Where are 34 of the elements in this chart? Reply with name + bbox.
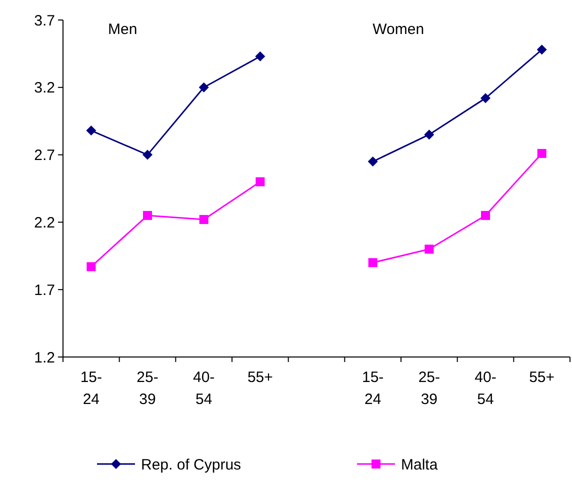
point — [368, 156, 378, 167]
point — [537, 148, 546, 158]
point — [481, 210, 490, 220]
point — [255, 51, 266, 62]
point — [86, 126, 96, 136]
annotation: Women — [372, 21, 424, 38]
point — [143, 210, 152, 220]
point — [198, 82, 209, 92]
point — [536, 44, 547, 55]
y-tick-label: 1.2 — [34, 349, 55, 366]
legend-label: Malta — [401, 456, 438, 474]
x-tick-label: 25-39 — [136, 369, 158, 408]
point — [368, 258, 378, 268]
x-tick-label: 40-54 — [474, 369, 496, 408]
point — [86, 262, 96, 272]
y-tick-label: 1.7 — [34, 282, 55, 299]
x-tick-label: 25-39 — [418, 369, 440, 408]
point — [480, 93, 490, 104]
point — [256, 177, 265, 186]
point — [424, 130, 434, 140]
point — [424, 244, 434, 254]
x-tick-label: 15-24 — [362, 369, 384, 408]
annotation: Men — [108, 21, 138, 38]
x-tick-label: 55+ — [247, 369, 274, 386]
y-tick-label: 2.7 — [34, 147, 55, 164]
x-tick-label: 40-54 — [192, 369, 215, 408]
y-tick-label: 3.7 — [34, 12, 55, 30]
x-tick-label: 55+ — [529, 369, 555, 386]
y-tick-label: 3.2 — [34, 80, 55, 97]
y-tick-label: 2.2 — [34, 214, 55, 232]
point — [199, 215, 208, 224]
x-tick-label: 15-24 — [80, 369, 102, 408]
point — [142, 150, 152, 160]
legend-label: Rep. of Cyprus — [141, 456, 242, 474]
